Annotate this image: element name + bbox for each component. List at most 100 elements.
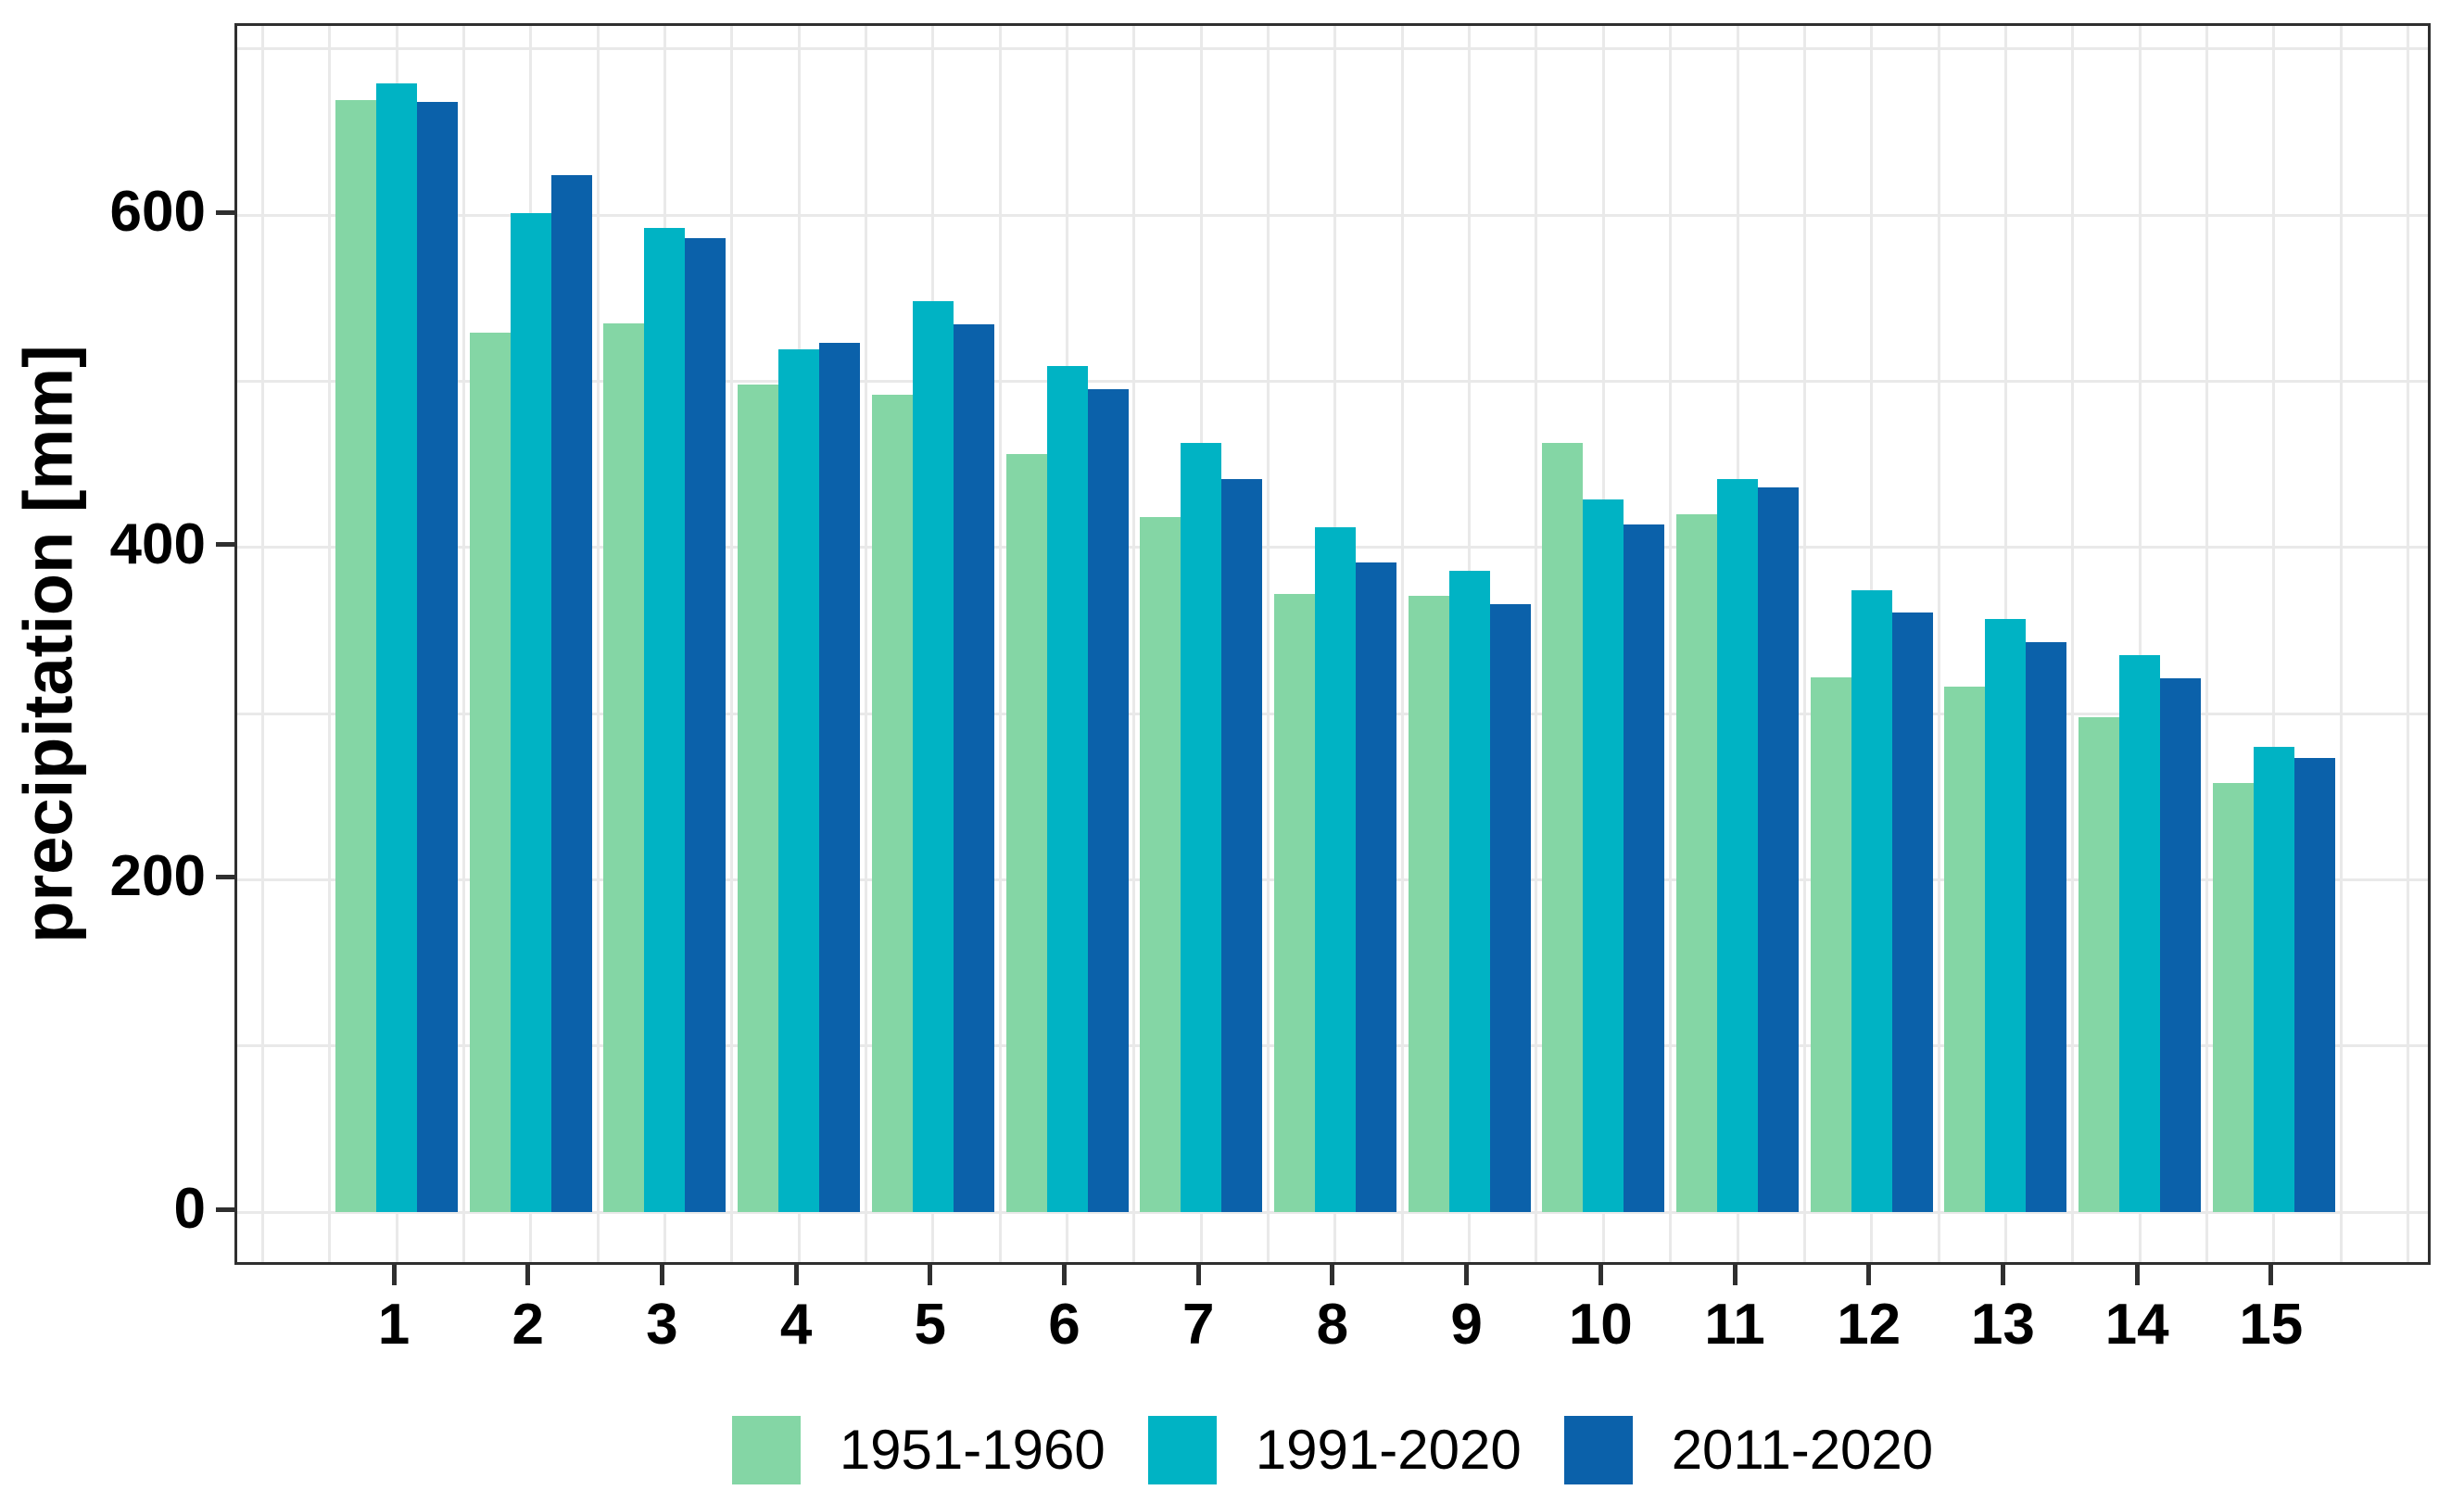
bar-2011-2020-cat13 [2026,641,2067,1212]
bar-1951-1960-cat3 [603,322,645,1212]
v-gridline [730,26,734,1262]
y-tick-mark [216,542,234,548]
bar-1991-2020-cat10 [1583,499,1624,1212]
v-gridline [1937,26,1940,1262]
h-gridline [237,213,2428,217]
bar-1951-1960-cat8 [1273,593,1315,1212]
bar-1951-1960-cat14 [2079,716,2120,1212]
bar-1991-2020-cat12 [1851,590,1892,1212]
bar-2011-2020-cat10 [1624,524,1665,1212]
y-tick-label: 600 [109,180,206,245]
y-tick-mark [216,1206,234,1212]
x-tick-mark [1732,1265,1737,1285]
x-tick-label: 15 [2239,1293,2304,1357]
v-gridline [461,26,465,1262]
bar-1951-1960-cat11 [1676,513,1717,1212]
x-tick-mark [1330,1265,1335,1285]
h-gridline [237,379,2428,383]
x-tick-mark [1866,1265,1872,1285]
v-gridline [2071,26,2075,1262]
x-tick-label: 10 [1568,1293,1633,1357]
v-gridline [2205,26,2208,1262]
x-tick-mark [1598,1265,1603,1285]
bar-1991-2020-cat6 [1046,366,1088,1212]
bar-1951-1960-cat6 [1005,454,1047,1212]
y-tick-label: 0 [173,1177,206,1241]
x-tick-label: 7 [1181,1293,1215,1357]
plot-panel [234,23,2431,1265]
bar-2011-2020-cat9 [1489,603,1531,1212]
legend-label: 1991-2020 [1255,1419,1522,1481]
v-gridline [596,26,600,1262]
v-gridline [2272,26,2276,1262]
bar-2011-2020-cat3 [685,238,727,1212]
bar-1951-1960-cat15 [2212,783,2254,1212]
bar-1951-1960-cat12 [1810,676,1851,1212]
bar-1991-2020-cat15 [2253,746,2294,1212]
y-tick-label: 200 [109,844,206,909]
bar-2011-2020-cat5 [953,324,994,1212]
x-tick-label: 5 [914,1293,947,1357]
legend-label: 2011-2020 [1671,1419,1934,1481]
x-tick-label: 4 [779,1293,813,1357]
v-gridline [2407,26,2409,1262]
v-gridline [1802,26,1806,1262]
legend-item-1951-1960: 1951-1960 [731,1416,1106,1484]
bar-1951-1960-cat7 [1140,517,1181,1212]
bar-1991-2020-cat4 [778,349,820,1212]
y-tick-mark [216,209,234,215]
bar-2011-2020-cat8 [1355,562,1396,1212]
bar-1951-1960-cat9 [1408,595,1449,1212]
x-tick-mark [2268,1265,2274,1285]
v-gridline [2138,26,2142,1262]
x-tick-label: 3 [646,1293,678,1357]
h-gridline [237,47,2428,51]
v-gridline [1132,26,1136,1262]
bar-1991-2020-cat13 [1985,618,2027,1212]
bar-1991-2020-cat5 [912,301,954,1212]
legend-swatch [731,1416,801,1484]
bar-2011-2020-cat14 [2160,678,2202,1212]
bar-2011-2020-cat11 [1758,487,1799,1212]
bar-1991-2020-cat3 [644,228,686,1212]
v-gridline [864,26,867,1262]
bar-1951-1960-cat10 [1542,442,1584,1212]
x-tick-label: 2 [512,1293,544,1357]
x-tick-mark [1062,1265,1067,1285]
legend-label: 1951-1960 [839,1419,1106,1481]
v-gridline [260,26,264,1262]
x-tick-label: 8 [1316,1293,1349,1357]
x-tick-label: 6 [1048,1293,1080,1357]
h-gridline [237,1210,2428,1214]
y-tick-mark [216,874,234,879]
x-tick-mark [391,1265,397,1285]
x-tick-label: 14 [2104,1293,2169,1357]
bar-1951-1960-cat13 [1944,687,1986,1212]
legend-item-1991-2020: 1991-2020 [1147,1416,1522,1484]
v-gridline [328,26,332,1262]
x-tick-label: 13 [1970,1293,2035,1357]
v-gridline [1400,26,1404,1262]
v-gridline [998,26,1002,1262]
bar-1991-2020-cat8 [1314,527,1356,1212]
v-gridline [1267,26,1270,1262]
x-tick-mark [1464,1265,1470,1285]
legend: 1951-1960 1991-2020 2011-2020 [234,1416,2431,1484]
x-tick-label: 9 [1450,1293,1483,1357]
bar-2011-2020-cat2 [550,174,592,1212]
bar-1991-2020-cat1 [376,83,417,1212]
bar-2011-2020-cat15 [2293,758,2335,1212]
bar-1991-2020-cat7 [1181,442,1222,1212]
v-gridline [1669,26,1673,1262]
x-tick-mark [525,1265,531,1285]
bar-1951-1960-cat1 [335,100,376,1212]
v-gridline [2339,26,2343,1262]
v-gridline [1535,26,1538,1262]
bar-1991-2020-cat14 [2119,655,2161,1212]
bar-1991-2020-cat2 [510,213,551,1212]
bar-1991-2020-cat11 [1717,479,1758,1212]
x-tick-mark [1195,1265,1201,1285]
bar-2011-2020-cat4 [819,343,861,1212]
legend-item-2011-2020: 2011-2020 [1563,1416,1934,1484]
